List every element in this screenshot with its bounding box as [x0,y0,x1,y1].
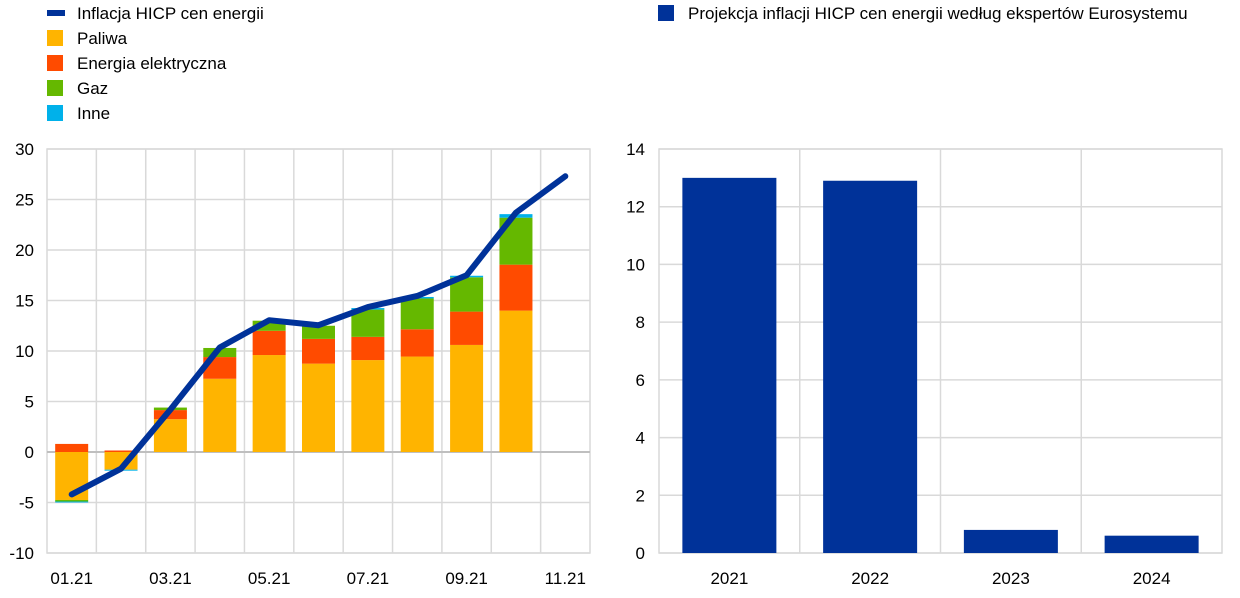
legend-swatch [47,80,63,96]
y-tick-label: 14 [626,140,645,159]
bar-segment-energia-elektryczna [401,329,434,356]
x-tick-label: 05.21 [248,569,291,588]
y-tick-label: 2 [636,486,645,505]
x-tick-label: 2022 [851,569,889,588]
legend-label: Inflacja HICP cen energii [77,4,264,23]
legend-label: Energia elektryczna [77,54,227,73]
bar-2021 [682,178,776,553]
bar-segment-paliwa [499,311,532,452]
legend-right: Projekcja inflacji HICP cen energii wedł… [658,4,1188,23]
legend-label: Inne [77,104,110,123]
x-tick-label: 09.21 [445,569,488,588]
bar-segment-energia-elektryczna [499,265,532,311]
bar-segment-energia-elektryczna [253,331,286,355]
bar-2024 [1105,536,1199,553]
bar-segment-energia-elektryczna [351,337,384,360]
bar-segment-gaz [55,500,88,502]
y-tick-label: 8 [636,313,645,332]
legend-label: Projekcja inflacji HICP cen energii wedł… [688,4,1188,23]
left-chart: -10 -5 0 5 10 15 20 25 30 01.21 03.21 05.21 07.21 09.… [9,140,590,588]
y-tick-label: 4 [636,429,645,448]
y-tick-label: 30 [15,140,34,159]
y-tick-label: 5 [25,393,34,412]
legend-left: Inflacja HICP cen energii Paliwa Energia e… [47,4,264,123]
bar-segment-energia-elektryczna [55,444,88,452]
right-chart: 0 2 4 6 8 10 12 14 2021 2022 2023 2024 [626,140,1222,588]
legend-swatch [47,55,63,71]
y-tick-label: 0 [636,544,645,563]
x-tick-label: 2024 [1133,569,1171,588]
legend-swatch [47,30,63,46]
bar-segment-paliwa [351,360,384,452]
bar-segment-paliwa [401,357,434,452]
x-tick-label: 2023 [992,569,1030,588]
bar-segment-energia-elektryczna [450,312,483,345]
y-tick-label: 10 [626,255,645,274]
y-tick-label: 25 [15,191,34,210]
x-tick-label: 01.21 [50,569,93,588]
legend-line-marker [47,10,65,16]
bar-segment-gaz [401,298,434,329]
y-tick-label: 15 [15,292,34,311]
y-tick-label: 0 [25,443,34,462]
y-tick-label: 10 [15,342,34,361]
y-tick-label: 6 [636,371,645,390]
bar-segment-energia-elektryczna [302,339,335,364]
bar-segment-paliwa [253,355,286,452]
legend-swatch [658,5,674,21]
bar-2022 [823,181,917,553]
legend-label: Gaz [77,79,108,98]
x-tick-label: 03.21 [149,569,192,588]
x-tick-label: 11.21 [545,569,586,588]
bar-segment-paliwa [302,364,335,452]
bar-segment-paliwa [450,345,483,452]
y-tick-label: 12 [626,198,645,217]
bar-segment-inne [55,501,88,502]
y-tick-label: -5 [19,494,34,513]
legend-swatch [47,105,63,121]
y-tick-label: 20 [15,241,34,260]
x-tick-label: 2021 [710,569,748,588]
y-tick-label: -10 [9,544,34,563]
bar-segment-paliwa [203,379,236,452]
x-tick-label: 07.21 [347,569,390,588]
bar-2023 [964,530,1058,553]
legend-label: Paliwa [77,29,128,48]
